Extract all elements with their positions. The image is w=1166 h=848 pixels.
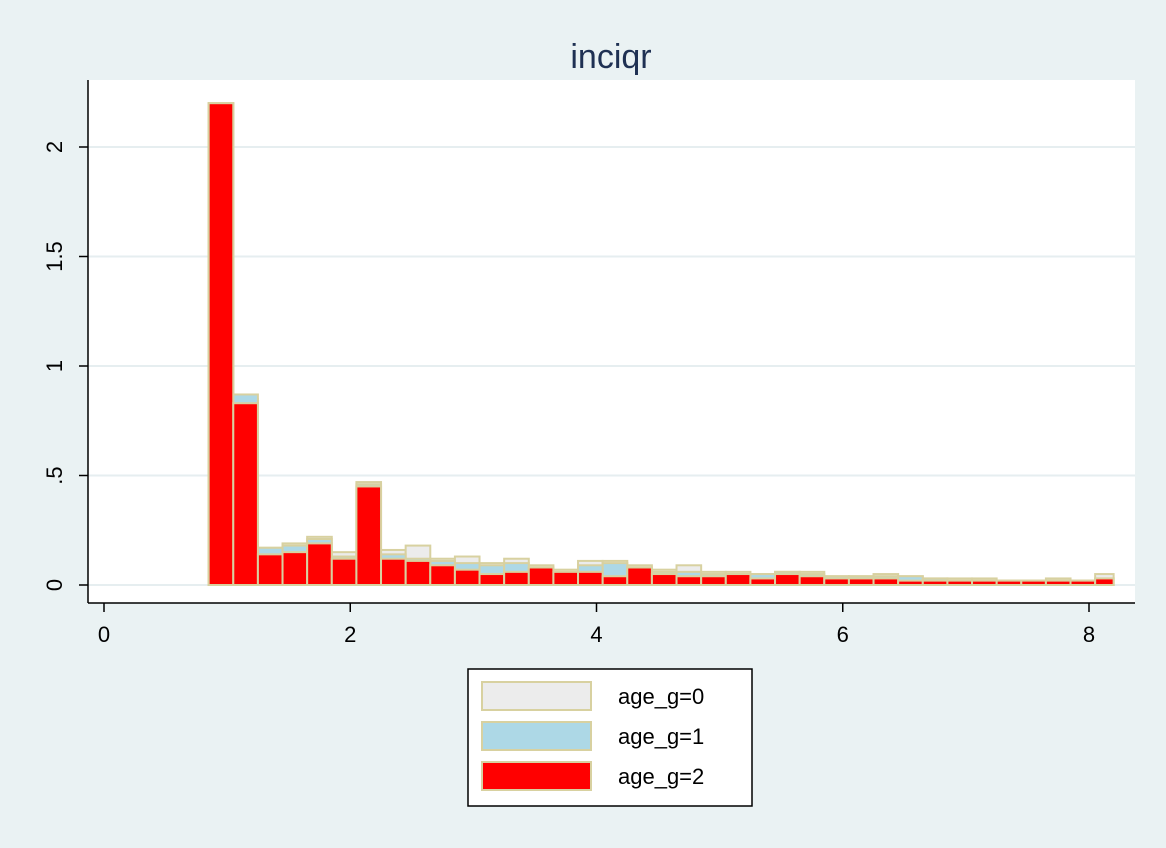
bar: [1020, 579, 1047, 586]
bar: [897, 579, 924, 586]
bar: [823, 577, 850, 586]
legend-swatch: [481, 761, 592, 791]
bar: [601, 575, 629, 586]
legend-swatch: [481, 721, 592, 751]
bar: [995, 579, 1023, 586]
bar: [798, 575, 826, 586]
legend: age_g=0 age_g=1 age_g=2: [467, 668, 753, 807]
axes: 0 .5 1 1.5 2 0 2 4 6 8: [42, 80, 1135, 647]
bar: [577, 570, 604, 586]
bar: [330, 557, 358, 586]
legend-label: age_g=0: [618, 684, 704, 709]
bar: [453, 568, 481, 586]
bars-group: [207, 102, 1115, 587]
bar: [700, 575, 727, 586]
bar: [626, 566, 653, 586]
bar: [675, 575, 703, 586]
bar: [232, 402, 259, 587]
bar: [946, 579, 974, 586]
legend-label: age_g=2: [618, 764, 704, 789]
bar: [749, 577, 777, 586]
bar: [429, 564, 456, 586]
bar: [774, 573, 801, 586]
bar: [256, 553, 284, 587]
plot-area: [88, 80, 1135, 603]
x-tick-label: 0: [98, 622, 110, 647]
bar: [1044, 579, 1072, 586]
y-tick-label: 0: [42, 579, 67, 591]
bar: [306, 542, 333, 587]
legend-swatch: [481, 681, 592, 711]
bar: [527, 566, 555, 586]
bar: [872, 577, 900, 586]
bar: [847, 577, 875, 586]
y-tick-label: 1: [42, 360, 67, 372]
y-tick-label: 1.5: [42, 241, 67, 272]
bar: [355, 485, 383, 587]
bar: [404, 559, 432, 586]
bar: [503, 570, 530, 586]
bar: [380, 557, 407, 586]
bar: [1069, 579, 1097, 586]
bar: [921, 579, 949, 586]
chart-title: inciqr: [570, 38, 651, 76]
bar: [281, 551, 309, 587]
bar: [207, 102, 235, 586]
series-age-g-2: [207, 102, 1115, 587]
x-tick-label: 4: [590, 622, 602, 647]
x-tick-label: 8: [1083, 622, 1095, 647]
bar: [552, 570, 580, 586]
bar: [1094, 577, 1115, 586]
x-tick-label: 2: [344, 622, 356, 647]
bar: [724, 573, 752, 586]
y-tick-label: .5: [42, 466, 67, 484]
y-tick-label: 2: [42, 141, 67, 153]
bar: [971, 579, 998, 586]
legend-label: age_g=1: [618, 724, 704, 749]
bar: [650, 573, 678, 586]
x-tick-label: 6: [837, 622, 849, 647]
bar: [478, 573, 506, 586]
